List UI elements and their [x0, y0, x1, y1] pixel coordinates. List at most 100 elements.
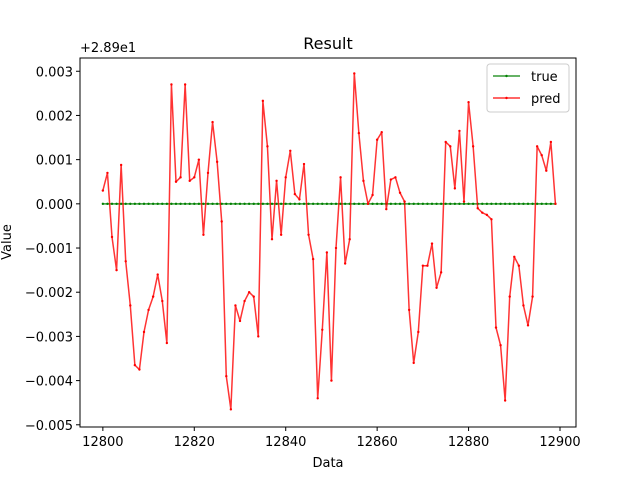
legend: true pred — [486, 63, 570, 113]
data-point-pred — [471, 145, 475, 148]
data-point-pred — [129, 304, 132, 307]
data-point-true — [165, 202, 169, 206]
data-point-true — [325, 202, 329, 206]
data-point-pred — [229, 408, 233, 411]
data-point-true — [215, 202, 219, 206]
x-axis-label: Data — [312, 456, 343, 471]
data-point-true — [110, 202, 114, 206]
data-point-pred — [293, 192, 297, 196]
y-tick-label: −0.002 — [25, 286, 73, 301]
data-point-true — [188, 202, 191, 206]
data-point-pred — [503, 399, 507, 402]
data-point-pred — [554, 202, 557, 206]
data-point-true — [247, 202, 251, 206]
data-point-true — [417, 202, 420, 206]
data-point-true — [156, 202, 159, 206]
data-point-pred — [366, 202, 370, 206]
series-layer — [101, 72, 557, 411]
data-point-pred — [407, 308, 411, 312]
data-point-pred — [549, 140, 553, 144]
data-point-true — [339, 202, 342, 206]
data-point-pred — [110, 235, 114, 239]
y-offset-text: +2.89e1 — [80, 41, 136, 56]
data-point-pred — [225, 374, 228, 378]
data-point-true — [426, 202, 429, 206]
data-point-pred — [316, 397, 319, 400]
data-point-true — [142, 202, 146, 206]
data-point-true — [293, 202, 297, 206]
data-point-true — [243, 202, 246, 206]
data-point-true — [458, 202, 461, 206]
data-point-pred — [252, 295, 255, 298]
data-point-true — [174, 202, 178, 206]
data-point-pred — [357, 131, 361, 135]
data-point-pred — [289, 149, 292, 152]
data-point-true — [494, 202, 498, 206]
data-point-pred — [266, 145, 269, 148]
data-point-pred — [302, 162, 306, 166]
data-point-true — [302, 202, 306, 206]
data-point-pred — [330, 379, 333, 382]
y-tick-label: 0.003 — [36, 65, 73, 80]
data-point-true — [357, 202, 361, 206]
y-tick-label: −0.003 — [25, 330, 73, 345]
data-point-pred — [234, 304, 237, 307]
data-point-pred — [179, 176, 182, 179]
data-point-true — [129, 202, 132, 206]
data-point-true — [261, 202, 265, 206]
x-tick-label: 12840 — [265, 435, 306, 450]
data-point-pred — [202, 233, 205, 236]
data-point-pred — [522, 304, 525, 307]
data-point-pred — [284, 176, 287, 179]
data-point-pred — [142, 330, 146, 334]
data-point-pred — [311, 257, 315, 261]
data-point-pred — [494, 326, 498, 329]
data-point-true — [389, 202, 393, 206]
data-point-true — [234, 202, 237, 206]
data-point-true — [193, 202, 196, 206]
data-point-true — [435, 202, 438, 206]
data-point-pred — [174, 180, 178, 183]
data-point-pred — [389, 178, 393, 181]
data-point-true — [513, 202, 516, 206]
data-point-true — [206, 202, 210, 206]
data-point-true — [238, 202, 242, 206]
data-point-true — [407, 202, 411, 206]
legend-label-true: true — [531, 70, 558, 85]
data-point-true — [449, 202, 452, 206]
data-point-true — [138, 202, 141, 206]
data-point-true — [540, 202, 543, 206]
plot-frame — [79, 57, 577, 428]
chart-title: Result — [303, 34, 352, 53]
data-point-true — [257, 202, 260, 206]
data-point-pred — [490, 218, 493, 221]
data-point-true — [119, 202, 123, 206]
data-point-true — [284, 202, 287, 206]
data-point-pred — [275, 179, 278, 183]
data-point-pred — [147, 308, 150, 312]
y-tick-label: 0.000 — [36, 198, 73, 213]
data-point-true — [211, 202, 214, 206]
data-point-pred — [156, 273, 159, 276]
data-point-pred — [170, 83, 173, 86]
data-point-true — [197, 202, 201, 206]
data-point-pred — [430, 242, 434, 245]
data-point-true — [133, 202, 137, 206]
data-point-pred — [531, 295, 534, 298]
data-point-true — [517, 202, 521, 206]
data-point-pred — [362, 179, 365, 183]
data-point-pred — [119, 163, 123, 167]
data-point-pred — [188, 179, 191, 183]
data-point-true — [161, 202, 164, 206]
data-point-true — [371, 202, 374, 206]
data-point-pred — [421, 264, 425, 267]
data-point-true — [439, 202, 443, 206]
data-point-pred — [124, 260, 127, 263]
data-point-true — [343, 202, 347, 206]
data-point-true — [545, 202, 548, 206]
data-point-true — [307, 202, 310, 206]
data-point-pred — [343, 262, 347, 265]
data-point-true — [252, 202, 255, 206]
data-point-true — [101, 202, 105, 206]
